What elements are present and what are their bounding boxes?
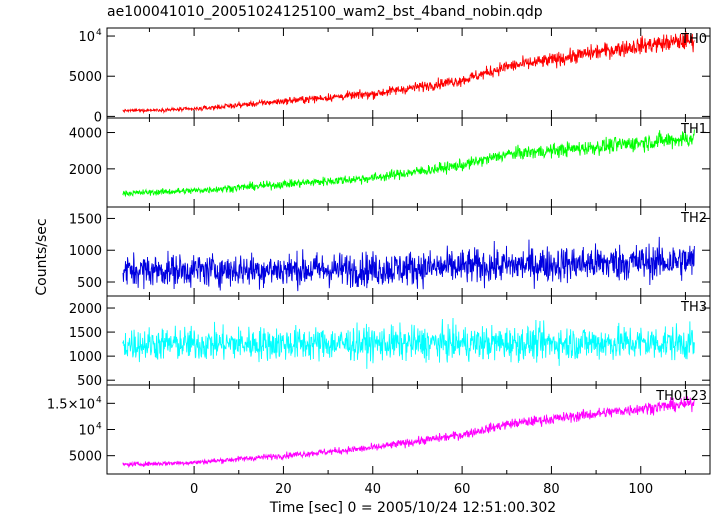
panel-frame	[106, 27, 711, 119]
y-tick-label: 1.5×10	[47, 397, 95, 412]
y-tick-label-exponent: 4	[96, 28, 102, 38]
y-tick-label: 1500	[69, 326, 102, 341]
series-th0123-trace	[122, 396, 695, 469]
panel-frame	[106, 384, 711, 475]
y-tick-label: 5000	[69, 450, 102, 465]
y-tick-label: 2000	[69, 163, 102, 178]
series-th1-trace	[122, 129, 695, 198]
y-tick-label: 1000	[69, 350, 102, 365]
panel-label-th0: TH0	[680, 32, 707, 47]
x-tick-label: 0	[190, 482, 198, 497]
y-tick-label-exponent: 4	[96, 395, 102, 405]
y-tick-label: 5000	[69, 70, 102, 85]
panel-label-th1: TH1	[680, 122, 707, 137]
panel-th1: 2000 4000 TH1	[69, 117, 711, 208]
y-tick-label: 2000	[69, 302, 102, 317]
y-tick-label: 500	[77, 276, 102, 291]
x-tick-label: 100	[628, 482, 653, 497]
series-th2-trace	[122, 236, 695, 292]
y-tick-label: 10	[78, 30, 95, 45]
x-tick-label: 40	[364, 482, 381, 497]
x-tick-label: 20	[275, 482, 292, 497]
panel-th0: 0 5000 10 4 TH0	[69, 27, 711, 125]
x-tick-label: 80	[543, 482, 560, 497]
panel-label-th2: TH2	[680, 211, 707, 226]
panel-label-th0123: TH0123	[655, 389, 707, 404]
y-tick-label: 4000	[69, 127, 102, 142]
y-tick-label: 1000	[69, 244, 102, 259]
panel-label-th3: TH3	[680, 300, 707, 315]
panel-frame	[106, 117, 711, 208]
y-tick-label: 0	[94, 110, 102, 125]
y-tick-label: 10	[78, 424, 95, 439]
series-th3-trace	[122, 317, 695, 369]
x-axis-label: Time [sec] 0 = 2005/10/24 12:51:00.302	[269, 500, 556, 516]
y-tick-label: 1500	[69, 212, 102, 227]
panel-th2: 500 1000 1500 TH2	[69, 206, 711, 297]
panel-th3: 500 1000 1500 2000 TH3	[69, 295, 711, 389]
x-tick-label: 60	[454, 482, 471, 497]
series-th0-trace	[122, 31, 695, 115]
y-axis-label: Counts/sec	[34, 218, 50, 295]
y-tick-label-exponent: 4	[96, 422, 102, 432]
chart-title: ae100041010_20051024125100_wam2_bst_4ban…	[107, 4, 543, 20]
y-tick-label: 500	[77, 374, 102, 389]
